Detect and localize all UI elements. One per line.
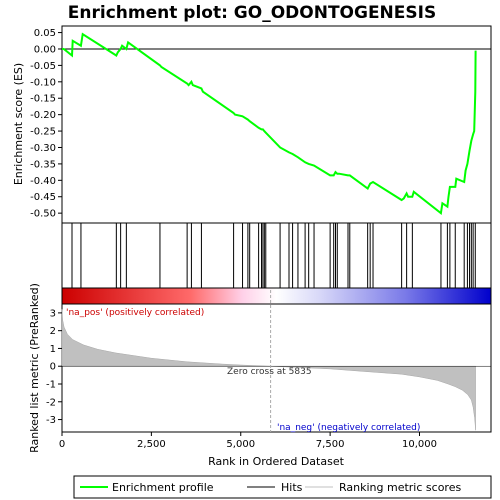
metric-tick-label: -3 (46, 415, 56, 426)
es-tick-label: -0.40 (30, 176, 56, 187)
zero-cross-label: Zero cross at 5835 (227, 367, 312, 377)
x-tick-label: 0 (59, 439, 65, 450)
enrichment-profile-line (62, 32, 477, 215)
es-tick-label: -0.50 (30, 209, 56, 220)
metric-tick-label: 2 (50, 326, 56, 337)
metric-axis: 3 2 1 0 -1 -2 -3 (46, 308, 62, 426)
metric-tick-label: 3 (50, 308, 56, 319)
es-tick-label: -0.30 (30, 143, 56, 154)
metric-tick-label: 0 (50, 362, 56, 373)
x-tick-label: 10,000 (402, 439, 437, 450)
es-panel (61, 25, 492, 224)
es-tick-label: 0.00 (34, 44, 56, 55)
neg-label: 'na_neg' (negatively correlated) (277, 423, 420, 433)
x-tick-label: 7,500 (316, 439, 345, 450)
es-tick-label: -0.35 (30, 159, 56, 170)
pos-label: 'na_pos' (positively correlated) (66, 308, 204, 318)
es-tick-label: -0.05 (30, 61, 56, 72)
legend-profile-label: Enrichment profile (112, 481, 214, 494)
chart-title: Enrichment plot: GO_ODONTOGENESIS (68, 3, 436, 23)
metric-panel (61, 303, 492, 433)
x-tick-label: 2,500 (137, 439, 166, 450)
es-tick-label: -0.10 (30, 77, 56, 88)
legend-metric-label: Ranking metric scores (339, 481, 461, 494)
metric-tick-label: -1 (46, 380, 56, 391)
x-axis-label: Rank in Ordered Dataset (208, 455, 345, 468)
metric-axis-label: Ranked list metric (PreRanked) (28, 283, 41, 453)
metric-tick-label: 1 (50, 344, 56, 355)
es-tick-label: -0.15 (30, 94, 56, 105)
es-axis-label: Enrichment score (ES) (12, 63, 25, 185)
legend (73, 475, 492, 499)
es-tick-label: 0.05 (34, 28, 56, 39)
ranking-metric-area (61, 309, 476, 431)
x-axis: 0 2,500 5,000 7,500 10,000 (59, 432, 437, 450)
metric-tick-label: -2 (46, 397, 56, 408)
legend-hits-label: Hits (281, 481, 303, 494)
x-tick-label: 5,000 (226, 439, 255, 450)
es-tick-label: -0.20 (30, 110, 56, 121)
es-tick-label: -0.45 (30, 192, 56, 203)
es-tick-label: -0.25 (30, 127, 56, 138)
rank-color-bar (61, 287, 492, 305)
hit-markers (71, 223, 476, 288)
es-axis: 0.05 0.00 -0.05 -0.10 -0.15 -0.20 -0.25 -0.30 -0… (30, 28, 62, 220)
